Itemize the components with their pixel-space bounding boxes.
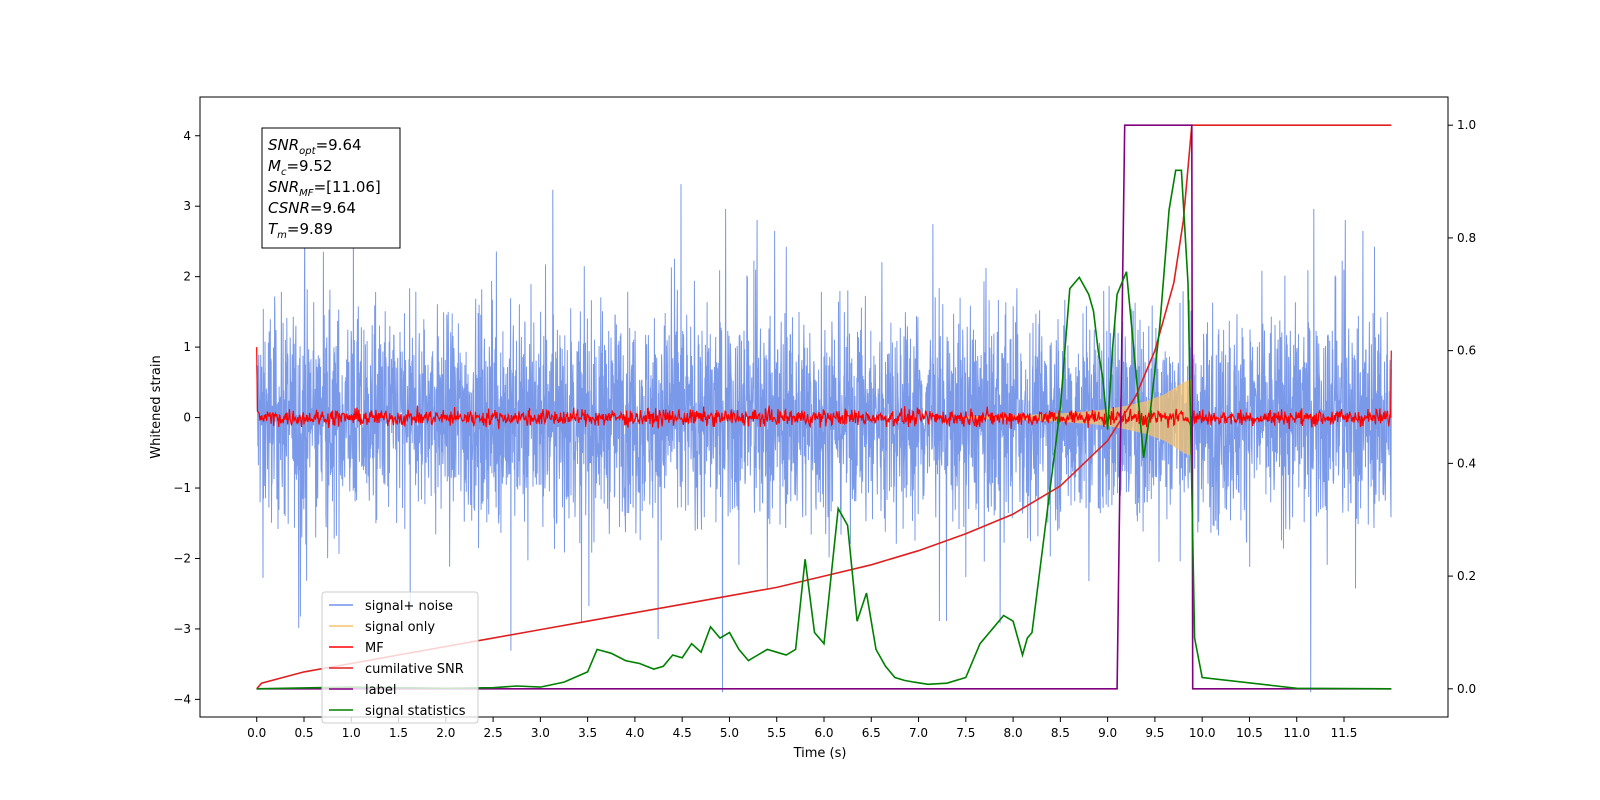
x-tick-label: 6.5: [862, 726, 881, 740]
legend-label: MF: [365, 641, 384, 656]
x-tick-label: 4.5: [673, 726, 692, 740]
annotation-line: CSNR=9.64: [268, 199, 356, 217]
annotation-lines: SNRopt=9.64Mc=9.52SNRMF=[11.06]CSNR=9.64…: [268, 136, 381, 241]
legend-entries: signal+ noise signal only MF cumilative SNR…: [329, 599, 466, 719]
legend: signal+ noise signal only MF cumilative SNR…: [321, 591, 479, 724]
legend-frame: [321, 591, 479, 724]
x-axis-label: Time (s): [793, 746, 847, 761]
x-tick-label: 4.0: [625, 726, 644, 740]
y-axis-left: 4 3 2 1 0 −1 −2 −3 −4: [173, 129, 200, 706]
y-tick-label: 2: [183, 270, 191, 284]
x-tick-label: 9.5: [1145, 726, 1164, 740]
label-line: [256, 124, 1392, 690]
legend-label: signal only: [365, 620, 435, 635]
x-tick-label: 3.0: [531, 726, 550, 740]
x-tick-label: 0.5: [294, 726, 313, 740]
annotation-line: SNRopt=9.64: [268, 136, 362, 157]
x-tick-label: 3.5: [578, 726, 597, 740]
y-tick-label: −3: [173, 622, 191, 636]
y2-tick-label: 0.0: [1457, 682, 1476, 696]
x-tick-label: 11.5: [1331, 726, 1358, 740]
annotation-frame: [261, 127, 401, 249]
legend-label: cumilative SNR: [365, 662, 464, 677]
annotation-line: Tm=9.89: [268, 220, 333, 241]
annotation-box: SNRopt=9.64Mc=9.52SNRMF=[11.06]CSNR=9.64…: [261, 127, 401, 249]
x-tick-label: 5.0: [720, 726, 739, 740]
y2-tick-label: 0.6: [1457, 344, 1476, 358]
legend-label: signal+ noise: [365, 599, 453, 614]
x-tick-label: 0.0: [247, 726, 266, 740]
x-tick-label: 10.0: [1189, 726, 1216, 740]
x-tick-label: 9.0: [1098, 726, 1117, 740]
y-tick-label: −2: [173, 551, 191, 565]
y2-tick-label: 0.2: [1457, 569, 1476, 583]
x-tick-label: 7.5: [956, 726, 975, 740]
y-tick-label: −4: [173, 692, 191, 706]
y-axis-right: 1.0 0.8 0.6 0.4 0.2 0.0: [1448, 118, 1476, 696]
y-tick-label: 4: [183, 129, 191, 143]
y-tick-label: 3: [183, 199, 191, 213]
legend-label: label: [365, 683, 396, 698]
y-tick-label: 1: [183, 340, 191, 354]
legend-label: signal statistics: [365, 704, 466, 719]
mf-line: [256, 347, 1392, 430]
x-tick-label: 8.0: [1004, 726, 1023, 740]
y-tick-label: −1: [173, 481, 191, 495]
x-tick-label: 1.0: [342, 726, 361, 740]
y2-tick-label: 0.8: [1457, 231, 1476, 245]
x-axis: 0.0 0.5 1.0 1.5 2.0 2.5 3.0 3.5 4.0 4.5 5.0 5.5 6.0 6…: [247, 717, 1357, 740]
x-tick-label: 10.5: [1236, 726, 1263, 740]
x-tick-label: 1.5: [389, 726, 408, 740]
y-axis-label: Whitened strain: [149, 355, 164, 458]
annotation-line: Mc=9.52: [268, 157, 332, 178]
y2-tick-label: 0.4: [1457, 456, 1476, 470]
y-tick-label: 0: [183, 411, 191, 425]
annotation-line: SNRMF=[11.06]: [268, 178, 381, 199]
x-tick-label: 2.5: [484, 726, 503, 740]
x-tick-label: 5.5: [767, 726, 786, 740]
signal-statistics-line: [256, 169, 1392, 690]
x-tick-label: 2.0: [436, 726, 455, 740]
x-tick-label: 7.0: [909, 726, 928, 740]
x-tick-label: 11.0: [1283, 726, 1310, 740]
y2-tick-label: 1.0: [1457, 118, 1476, 132]
mf-series: [256, 347, 1392, 430]
x-tick-label: 8.5: [1051, 726, 1070, 740]
x-tick-label: 6.0: [814, 726, 833, 740]
